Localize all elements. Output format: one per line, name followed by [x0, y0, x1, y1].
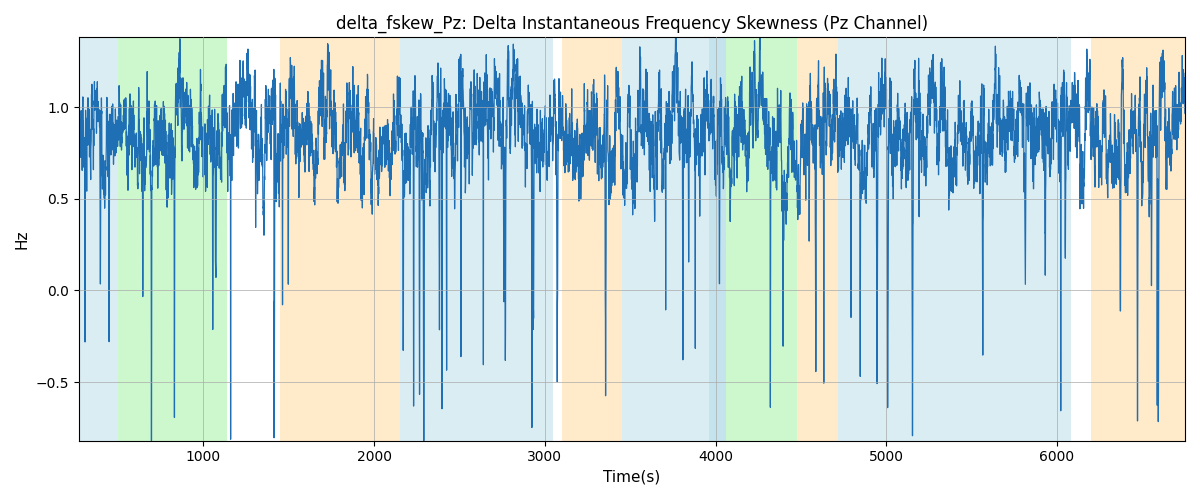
Bar [1091, 38, 1186, 440]
Bar [709, 38, 726, 440]
Bar [118, 38, 227, 440]
Bar [281, 38, 400, 440]
X-axis label: Time(s): Time(s) [604, 470, 660, 485]
Bar [400, 38, 553, 440]
Bar [562, 38, 622, 440]
Bar [726, 38, 798, 440]
Title: delta_fskew_Pz: Delta Instantaneous Frequency Skewness (Pz Channel): delta_fskew_Pz: Delta Instantaneous Freq… [336, 15, 928, 34]
Bar [798, 38, 839, 440]
Bar [839, 38, 1070, 440]
Bar [622, 38, 709, 440]
Y-axis label: Hz: Hz [14, 230, 30, 249]
Bar [79, 38, 118, 440]
